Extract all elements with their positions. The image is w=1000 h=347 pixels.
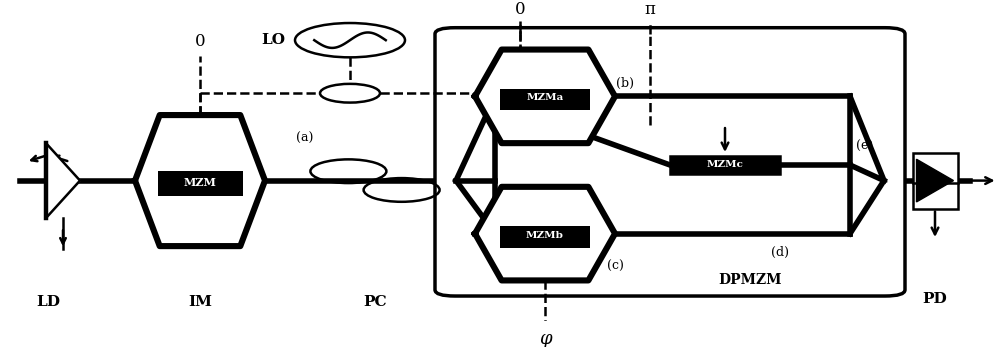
Bar bbox=[500, 226, 590, 248]
Bar bbox=[158, 171, 242, 196]
Polygon shape bbox=[475, 187, 615, 280]
Text: π: π bbox=[645, 1, 655, 18]
Text: MZMa: MZMa bbox=[526, 93, 564, 102]
Bar bbox=[670, 156, 780, 174]
Text: (e): (e) bbox=[856, 140, 874, 153]
Text: LO: LO bbox=[261, 33, 285, 47]
Polygon shape bbox=[475, 50, 615, 143]
Text: 0: 0 bbox=[195, 33, 205, 50]
FancyBboxPatch shape bbox=[435, 28, 905, 296]
Text: MZMb: MZMb bbox=[526, 231, 564, 240]
Text: MZM: MZM bbox=[184, 177, 216, 188]
Text: IM: IM bbox=[188, 295, 212, 309]
Text: PD: PD bbox=[923, 292, 947, 306]
Bar bbox=[913, 152, 958, 209]
Bar bbox=[500, 88, 590, 110]
Text: LD: LD bbox=[36, 295, 60, 309]
Text: 0: 0 bbox=[515, 1, 525, 18]
Text: (c): (c) bbox=[607, 260, 623, 273]
Text: DPMZM: DPMZM bbox=[718, 273, 782, 287]
Text: (d): (d) bbox=[771, 246, 789, 259]
Polygon shape bbox=[46, 143, 80, 218]
Text: (b): (b) bbox=[616, 77, 634, 90]
Polygon shape bbox=[135, 115, 265, 246]
Text: (a): (a) bbox=[296, 132, 314, 145]
Polygon shape bbox=[917, 159, 954, 202]
Text: φ: φ bbox=[539, 330, 551, 347]
Circle shape bbox=[320, 84, 380, 103]
Text: PC: PC bbox=[363, 295, 387, 309]
Text: MZMc: MZMc bbox=[707, 160, 743, 169]
